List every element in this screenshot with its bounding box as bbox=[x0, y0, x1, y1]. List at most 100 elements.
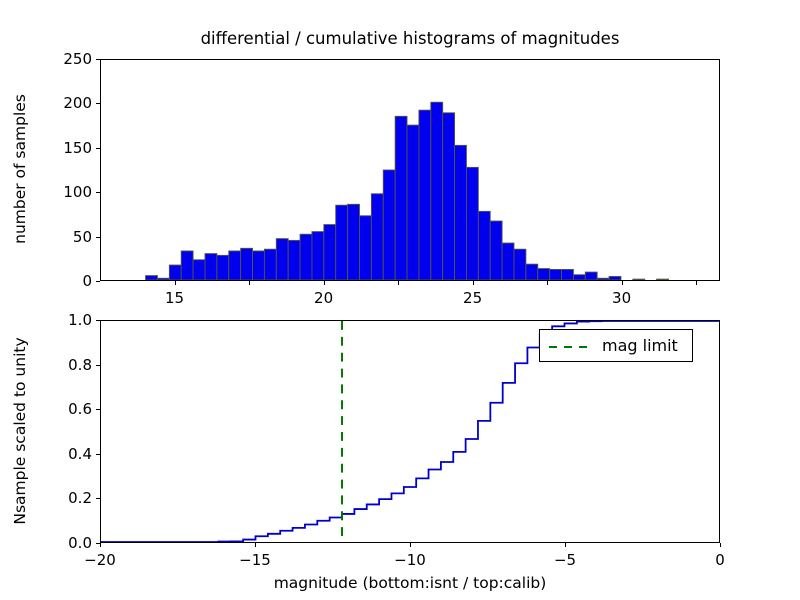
bottom-y-tick-label: 0.6 bbox=[68, 400, 92, 419]
histogram-bar bbox=[347, 203, 360, 280]
histogram-bar bbox=[489, 220, 503, 280]
histogram-bar bbox=[596, 277, 610, 280]
top-x-minor-tick bbox=[547, 281, 549, 285]
histogram-bar bbox=[168, 264, 182, 280]
histogram-bar bbox=[382, 169, 396, 280]
histogram-bar bbox=[501, 242, 515, 280]
histogram-bar bbox=[263, 248, 277, 280]
top-y-tick bbox=[96, 59, 100, 60]
bottom-y-axis-label: Nsample scaled to unity bbox=[11, 336, 29, 525]
top-y-tick-label: 150 bbox=[63, 138, 92, 157]
histogram-bar bbox=[454, 144, 467, 280]
histogram-bar bbox=[323, 224, 337, 280]
top-histogram-axes bbox=[100, 59, 720, 281]
histogram-bar bbox=[252, 250, 265, 280]
histogram-bar bbox=[406, 124, 420, 280]
page-title: differential / cumulative histograms of … bbox=[200, 29, 620, 48]
bottom-x-tick bbox=[100, 543, 101, 547]
histogram-bar bbox=[572, 274, 586, 280]
histogram-bar bbox=[537, 268, 551, 280]
histogram-bar bbox=[442, 112, 456, 280]
histogram-bar bbox=[204, 253, 218, 280]
top-x-tick bbox=[621, 281, 623, 285]
top-y-tick-label: 250 bbox=[63, 50, 92, 68]
top-y-tick-label: 0 bbox=[82, 272, 92, 290]
top-x-tick bbox=[323, 281, 325, 285]
top-y-tick-label: 100 bbox=[63, 183, 92, 202]
top-x-tick-label: 25 bbox=[463, 289, 483, 307]
histogram-bar bbox=[513, 248, 527, 280]
histogram-bar bbox=[311, 231, 325, 280]
bottom-y-tick bbox=[96, 364, 100, 366]
top-y-tick bbox=[96, 281, 100, 282]
bottom-y-tick bbox=[96, 453, 100, 455]
bottom-y-tick-label: 0.8 bbox=[68, 355, 92, 374]
histogram-bar bbox=[418, 109, 432, 280]
bottom-x-tick bbox=[565, 543, 566, 547]
dashed-line-icon bbox=[548, 345, 588, 348]
histogram-bar bbox=[608, 276, 622, 280]
histogram-bar bbox=[335, 204, 349, 280]
bottom-x-tick bbox=[255, 543, 256, 547]
top-x-minor-tick bbox=[249, 281, 250, 285]
legend: mag limit bbox=[539, 329, 693, 362]
histogram-bar bbox=[216, 254, 230, 280]
bottom-x-tick-label: 0 bbox=[715, 551, 725, 569]
top-y-tick-label: 50 bbox=[72, 227, 92, 246]
histogram-bar bbox=[561, 268, 574, 280]
histogram-bar bbox=[287, 239, 301, 280]
top-x-tick-label: 15 bbox=[164, 289, 185, 307]
top-y-tick bbox=[96, 103, 100, 105]
cumulative-line bbox=[101, 321, 719, 542]
top-x-tick bbox=[472, 281, 474, 285]
bottom-x-axis-label: magnitude (bottom:isnt / top:calib) bbox=[273, 574, 547, 592]
histogram-bar bbox=[525, 263, 539, 280]
top-y-tick-label: 200 bbox=[63, 94, 92, 113]
bottom-x-tick-label: −15 bbox=[239, 551, 271, 569]
histogram-bar bbox=[192, 259, 206, 280]
bottom-x-tick bbox=[720, 543, 721, 547]
histogram-bar bbox=[477, 210, 491, 280]
bottom-y-tick-label: 1.0 bbox=[68, 311, 92, 329]
top-x-tick-label: 20 bbox=[314, 289, 334, 307]
bottom-y-tick bbox=[96, 498, 100, 500]
top-y-axis-label: number of samples bbox=[11, 94, 29, 244]
bottom-x-tick-label: −5 bbox=[553, 551, 577, 569]
histogram-bar bbox=[156, 277, 170, 280]
top-x-tick bbox=[174, 281, 176, 285]
histogram-bar bbox=[275, 238, 289, 280]
top-x-tick-label: 30 bbox=[612, 289, 632, 307]
bottom-x-tick-label: −20 bbox=[84, 551, 116, 569]
histogram-bar bbox=[228, 250, 242, 280]
histogram-bar bbox=[656, 278, 669, 280]
histogram-bar bbox=[584, 271, 598, 280]
histogram-bar bbox=[180, 250, 194, 280]
bottom-y-tick bbox=[96, 409, 100, 411]
histogram-bar bbox=[299, 233, 313, 280]
histogram-bar bbox=[394, 115, 408, 280]
histogram-bar bbox=[430, 101, 444, 280]
top-y-tick bbox=[96, 147, 100, 149]
bottom-y-tick bbox=[96, 320, 100, 321]
top-y-tick bbox=[96, 192, 100, 194]
histogram-bar bbox=[359, 215, 372, 280]
histogram-bars bbox=[145, 101, 669, 280]
histogram-bar bbox=[370, 193, 384, 280]
histogram-bar bbox=[632, 278, 646, 280]
histogram-bar bbox=[465, 166, 479, 280]
histogram-bar bbox=[240, 247, 253, 280]
histogram-bar bbox=[549, 268, 562, 280]
bottom-cumulative-axes bbox=[100, 320, 720, 543]
bottom-y-tick-label: 0.2 bbox=[68, 489, 92, 508]
top-x-minor-tick bbox=[696, 281, 698, 285]
bottom-y-tick bbox=[96, 543, 100, 544]
top-x-minor-tick bbox=[398, 281, 400, 285]
bottom-x-tick-label: −10 bbox=[394, 551, 426, 569]
bottom-y-tick-label: 0.4 bbox=[68, 444, 92, 463]
bottom-y-tick-label: 0.0 bbox=[68, 534, 92, 552]
bottom-x-tick bbox=[410, 543, 411, 547]
top-y-tick bbox=[96, 236, 100, 238]
histogram-bar bbox=[145, 275, 158, 280]
cumulative-curve bbox=[101, 321, 719, 542]
